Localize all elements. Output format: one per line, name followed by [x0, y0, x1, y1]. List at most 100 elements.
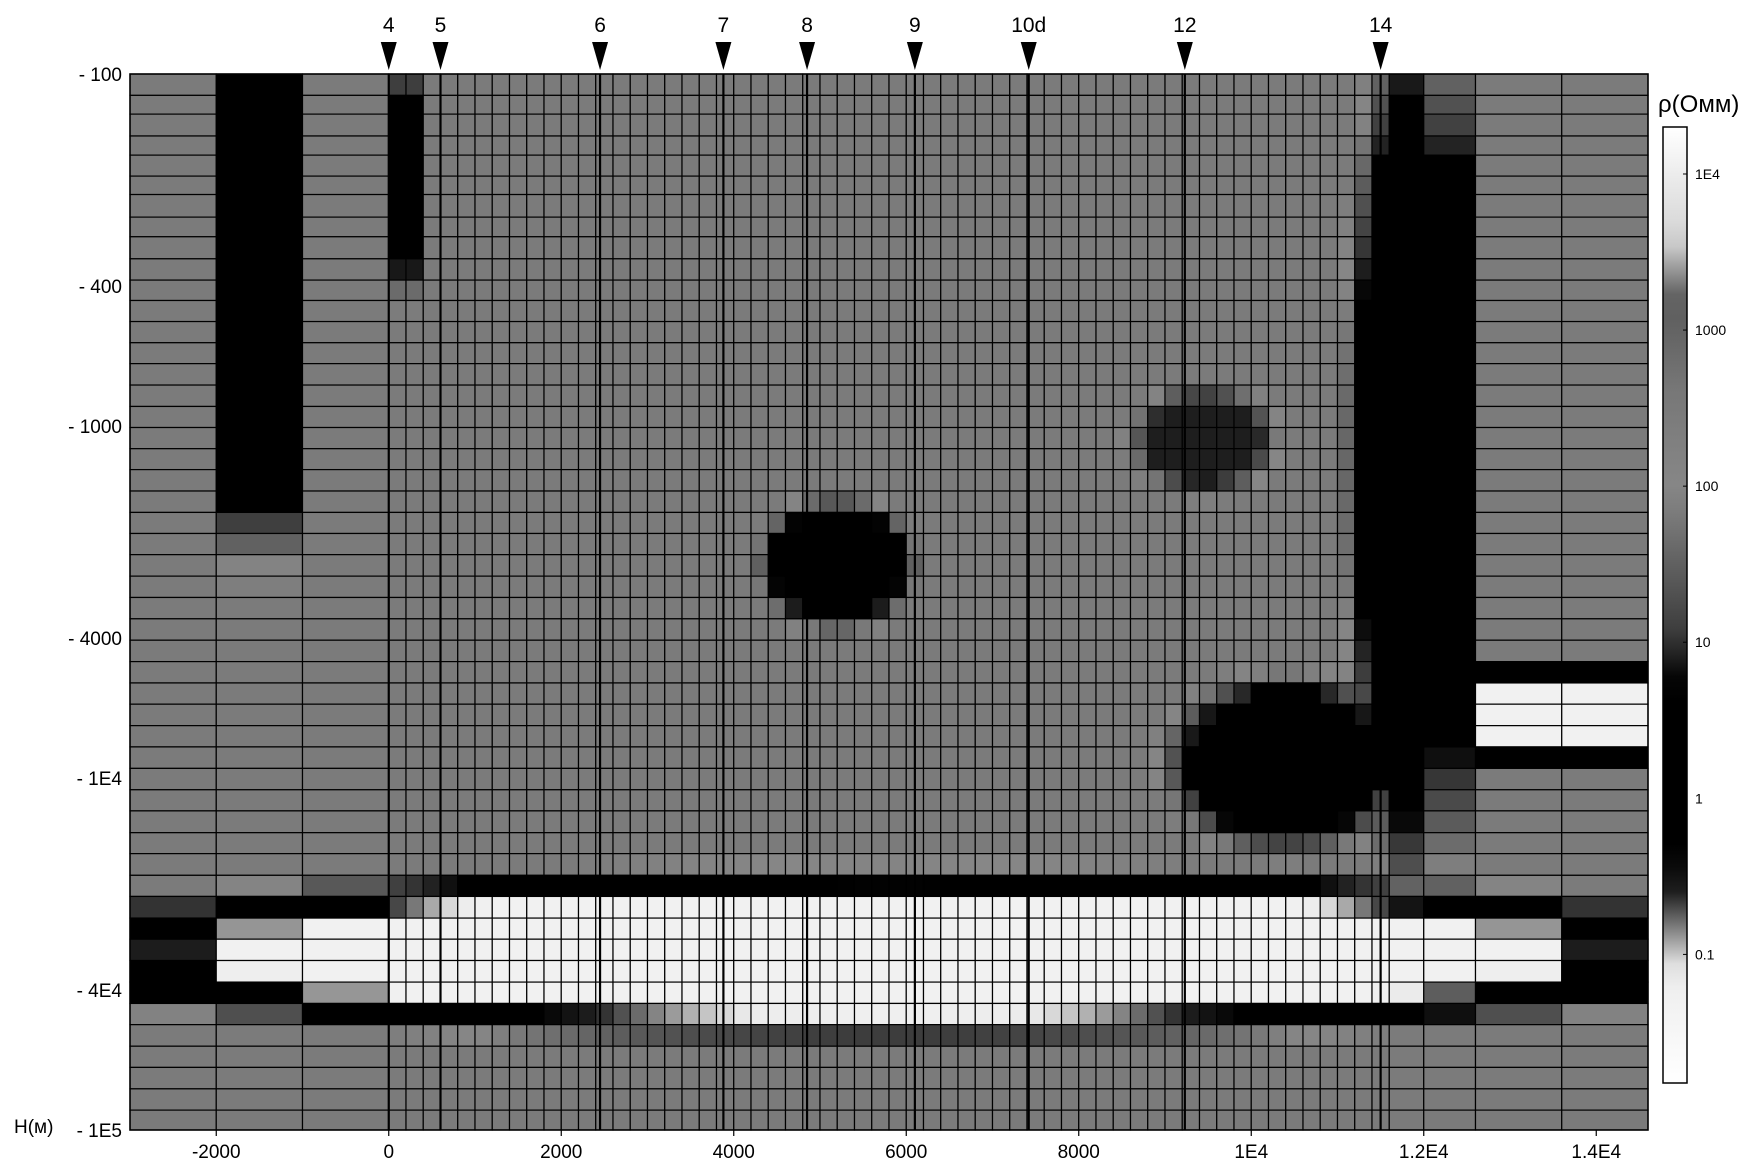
resistivity-cell [439, 660, 459, 684]
resistivity-cell [871, 832, 890, 855]
resistivity-cell [957, 767, 976, 791]
resistivity-cell [595, 175, 614, 196]
resistivity-cell [215, 959, 304, 983]
resistivity-cell [1388, 1066, 1425, 1090]
resistivity-cell [577, 320, 597, 344]
resistivity-cell [629, 1066, 649, 1090]
resistivity-cell [560, 981, 580, 1005]
resistivity-cell [1043, 575, 1063, 599]
resistivity-cell [991, 193, 1011, 218]
resistivity-cell [577, 746, 597, 769]
resistivity-cell [629, 236, 649, 260]
resistivity-cell [301, 279, 390, 302]
resistivity-cell [733, 1088, 752, 1111]
resistivity-cell [388, 853, 407, 876]
resistivity-cell [388, 342, 407, 365]
resistivity-cell [957, 113, 976, 137]
resistivity-cell [802, 490, 821, 514]
resistivity-cell [388, 193, 407, 218]
resistivity-cell [129, 682, 217, 705]
resistivity-cell [1423, 1088, 1477, 1111]
resistivity-cell [629, 874, 649, 898]
resistivity-cell [215, 596, 304, 620]
resistivity-cell [733, 363, 752, 386]
resistivity-cell [715, 660, 735, 684]
resistivity-cell [836, 682, 856, 705]
resistivity-cell [405, 1002, 424, 1026]
resistivity-cell [802, 938, 821, 962]
resistivity-cell [1233, 1066, 1252, 1090]
resistivity-cell [439, 981, 459, 1005]
resistivity-cell [664, 596, 683, 620]
resistivity-cell [1388, 682, 1425, 705]
resistivity-cell [1129, 789, 1149, 812]
resistivity-cell [1285, 236, 1304, 260]
resistivity-cell [664, 1045, 683, 1069]
resistivity-cell [802, 917, 821, 940]
resistivity-cell [508, 660, 528, 684]
resistivity-cell [974, 810, 994, 834]
resistivity-cell [526, 175, 545, 196]
resistivity-cell [474, 216, 493, 238]
resistivity-cell [1060, 113, 1080, 137]
resistivity-cell [802, 448, 821, 471]
resistivity-cell [1078, 299, 1097, 323]
resistivity-cell [1129, 193, 1149, 218]
resistivity-cell [767, 236, 787, 260]
resistivity-cell [888, 682, 907, 705]
resistivity-cell [1302, 895, 1321, 919]
resistivity-cell [1474, 342, 1563, 365]
resistivity-cell [543, 832, 562, 855]
resistivity-cell [474, 1024, 493, 1047]
resistivity-cell [1474, 113, 1563, 137]
resistivity-cell [474, 468, 493, 492]
resistivity-cell [1474, 299, 1563, 323]
resistivity-cell [595, 596, 614, 620]
resistivity-cell [1336, 320, 1356, 344]
resistivity-cell [1302, 767, 1321, 791]
resistivity-cell [577, 789, 597, 812]
resistivity-cell [560, 448, 580, 471]
resistivity-cell [715, 618, 735, 641]
resistivity-cell [957, 639, 976, 663]
resistivity-cell [215, 154, 304, 177]
resistivity-cell [871, 1066, 890, 1090]
resistivity-cell [1302, 959, 1321, 983]
resistivity-cell [1060, 895, 1080, 919]
resistivity-cell [301, 767, 390, 791]
resistivity-cell [991, 725, 1011, 748]
resistivity-cell [1216, 511, 1235, 535]
resistivity-cell [629, 511, 649, 535]
resistivity-cell [1147, 895, 1166, 919]
resistivity-cell [819, 175, 838, 196]
resistivity-cell [750, 299, 769, 323]
resistivity-cell [1250, 490, 1270, 514]
resistivity-cell [733, 682, 752, 705]
resistivity-cell [560, 342, 580, 365]
resistivity-cell [215, 660, 304, 684]
resistivity-cell [1250, 554, 1270, 577]
resistivity-cell [388, 135, 407, 156]
resistivity-cell [1198, 299, 1218, 323]
resistivity-cell [595, 216, 614, 238]
resistivity-cell [1250, 175, 1270, 196]
resistivity-cell [474, 938, 493, 962]
resistivity-cell [491, 1088, 511, 1111]
resistivity-cell [664, 639, 683, 663]
resistivity-cell [715, 405, 735, 429]
resistivity-cell [1302, 511, 1321, 535]
resistivity-cell [991, 767, 1011, 791]
resistivity-cell [802, 384, 821, 408]
resistivity-cell [1095, 154, 1114, 177]
station-marker-icon [432, 42, 449, 70]
resistivity-cell [422, 1066, 442, 1090]
resistivity-cell [1233, 575, 1252, 599]
resistivity-cell [750, 216, 769, 238]
resistivity-cell [1561, 511, 1649, 535]
resistivity-cell [1043, 532, 1063, 556]
resistivity-cell [888, 193, 907, 218]
resistivity-cell [733, 853, 752, 876]
resistivity-cell [612, 279, 631, 302]
resistivity-cell [1198, 154, 1218, 177]
